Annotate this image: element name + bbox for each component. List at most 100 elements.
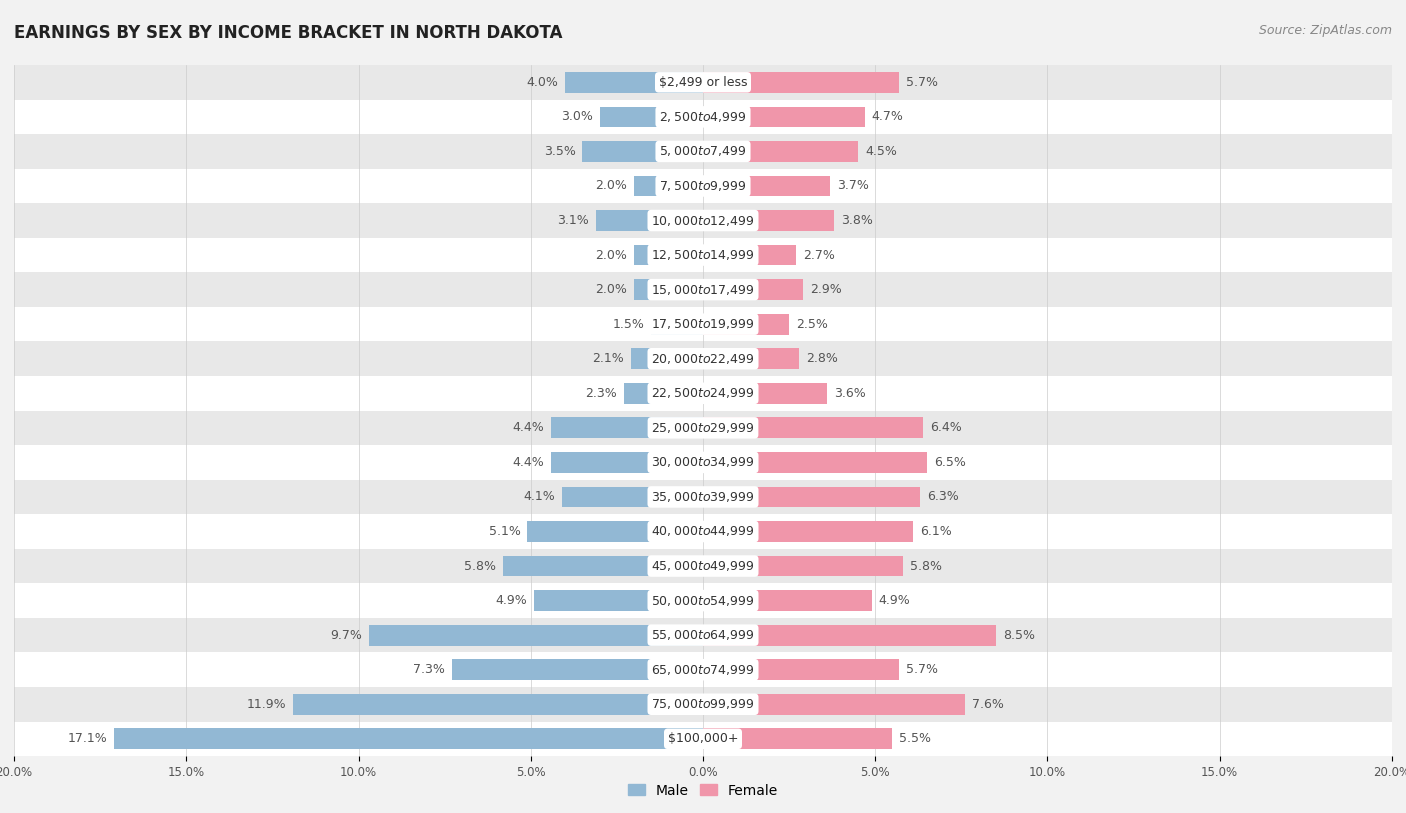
Bar (624, 383, 703, 404)
Text: 6.4%: 6.4% (931, 421, 962, 434)
Bar (631, 349, 703, 369)
Bar (703, 659, 900, 680)
Text: 4.0%: 4.0% (526, 76, 558, 89)
Bar (703, 624, 995, 646)
Text: $22,500 to $24,999: $22,500 to $24,999 (651, 386, 755, 400)
Text: 5.7%: 5.7% (907, 663, 938, 676)
Text: $20,000 to $22,499: $20,000 to $22,499 (651, 352, 755, 366)
Text: 6.1%: 6.1% (920, 525, 952, 538)
Bar (0, 411, 1406, 446)
Bar (565, 72, 703, 93)
Bar (0, 203, 1406, 237)
Bar (503, 556, 703, 576)
Bar (703, 107, 865, 127)
Text: 5.8%: 5.8% (464, 559, 496, 572)
Bar (703, 245, 796, 265)
Bar (703, 418, 924, 438)
Bar (551, 418, 703, 438)
Bar (451, 659, 703, 680)
Bar (703, 728, 893, 750)
Bar (0, 584, 1406, 618)
Text: $30,000 to $34,999: $30,000 to $34,999 (651, 455, 755, 469)
Text: 6.3%: 6.3% (927, 490, 959, 503)
Bar (0, 446, 1406, 480)
Bar (0, 480, 1406, 515)
Bar (0, 618, 1406, 652)
Text: $5,000 to $7,499: $5,000 to $7,499 (659, 145, 747, 159)
Text: Source: ZipAtlas.com: Source: ZipAtlas.com (1258, 24, 1392, 37)
Bar (0, 652, 1406, 687)
Text: 2.8%: 2.8% (807, 352, 838, 365)
Bar (562, 486, 703, 507)
Text: 2.1%: 2.1% (592, 352, 624, 365)
Text: 5.5%: 5.5% (900, 733, 931, 746)
Bar (0, 515, 1406, 549)
Text: 2.0%: 2.0% (595, 283, 627, 296)
Bar (0, 549, 1406, 584)
Bar (703, 349, 800, 369)
Text: 6.5%: 6.5% (934, 456, 966, 469)
Text: 2.0%: 2.0% (595, 249, 627, 262)
Text: $75,000 to $99,999: $75,000 to $99,999 (651, 698, 755, 711)
Bar (703, 590, 872, 611)
Text: $2,500 to $4,999: $2,500 to $4,999 (659, 110, 747, 124)
Bar (703, 486, 920, 507)
Text: EARNINGS BY SEX BY INCOME BRACKET IN NORTH DAKOTA: EARNINGS BY SEX BY INCOME BRACKET IN NOR… (14, 24, 562, 42)
Text: $10,000 to $12,499: $10,000 to $12,499 (651, 214, 755, 228)
Text: 4.9%: 4.9% (879, 594, 911, 607)
Text: 2.0%: 2.0% (595, 180, 627, 193)
Text: 2.3%: 2.3% (585, 387, 617, 400)
Text: $17,500 to $19,999: $17,500 to $19,999 (651, 317, 755, 331)
Bar (634, 245, 703, 265)
Text: $7,500 to $9,999: $7,500 to $9,999 (659, 179, 747, 193)
Text: $15,000 to $17,499: $15,000 to $17,499 (651, 283, 755, 297)
Text: 5.8%: 5.8% (910, 559, 942, 572)
Bar (703, 452, 927, 473)
Bar (0, 134, 1406, 169)
Text: 4.4%: 4.4% (513, 456, 544, 469)
Bar (368, 624, 703, 646)
Text: 3.1%: 3.1% (558, 214, 589, 227)
Text: 11.9%: 11.9% (246, 698, 287, 711)
Bar (703, 556, 903, 576)
Bar (0, 169, 1406, 203)
Bar (703, 72, 900, 93)
Bar (0, 65, 1406, 99)
Text: 3.0%: 3.0% (561, 111, 593, 124)
Text: 4.5%: 4.5% (865, 145, 897, 158)
Bar (634, 280, 703, 300)
Text: 5.1%: 5.1% (488, 525, 520, 538)
Text: 2.9%: 2.9% (810, 283, 842, 296)
Bar (0, 722, 1406, 756)
Bar (703, 176, 831, 197)
Text: $2,499 or less: $2,499 or less (659, 76, 747, 89)
Text: 5.7%: 5.7% (907, 76, 938, 89)
Text: 3.5%: 3.5% (544, 145, 575, 158)
Bar (0, 237, 1406, 272)
Text: $45,000 to $49,999: $45,000 to $49,999 (651, 559, 755, 573)
Text: 4.9%: 4.9% (495, 594, 527, 607)
Text: $100,000+: $100,000+ (668, 733, 738, 746)
Bar (703, 211, 834, 231)
Text: $12,500 to $14,999: $12,500 to $14,999 (651, 248, 755, 262)
Text: 8.5%: 8.5% (1002, 628, 1035, 641)
Bar (703, 280, 803, 300)
Bar (0, 341, 1406, 376)
Text: 7.6%: 7.6% (972, 698, 1004, 711)
Text: $40,000 to $44,999: $40,000 to $44,999 (651, 524, 755, 538)
Bar (634, 176, 703, 197)
Text: 3.6%: 3.6% (834, 387, 866, 400)
Text: 7.3%: 7.3% (413, 663, 444, 676)
Bar (292, 694, 703, 715)
Text: $25,000 to $29,999: $25,000 to $29,999 (651, 421, 755, 435)
Bar (596, 211, 703, 231)
Bar (599, 107, 703, 127)
Bar (0, 99, 1406, 134)
Text: $55,000 to $64,999: $55,000 to $64,999 (651, 628, 755, 642)
Bar (527, 521, 703, 541)
Text: $50,000 to $54,999: $50,000 to $54,999 (651, 593, 755, 607)
Bar (114, 728, 703, 750)
Text: 4.1%: 4.1% (523, 490, 555, 503)
Text: 4.4%: 4.4% (513, 421, 544, 434)
Text: 9.7%: 9.7% (330, 628, 361, 641)
